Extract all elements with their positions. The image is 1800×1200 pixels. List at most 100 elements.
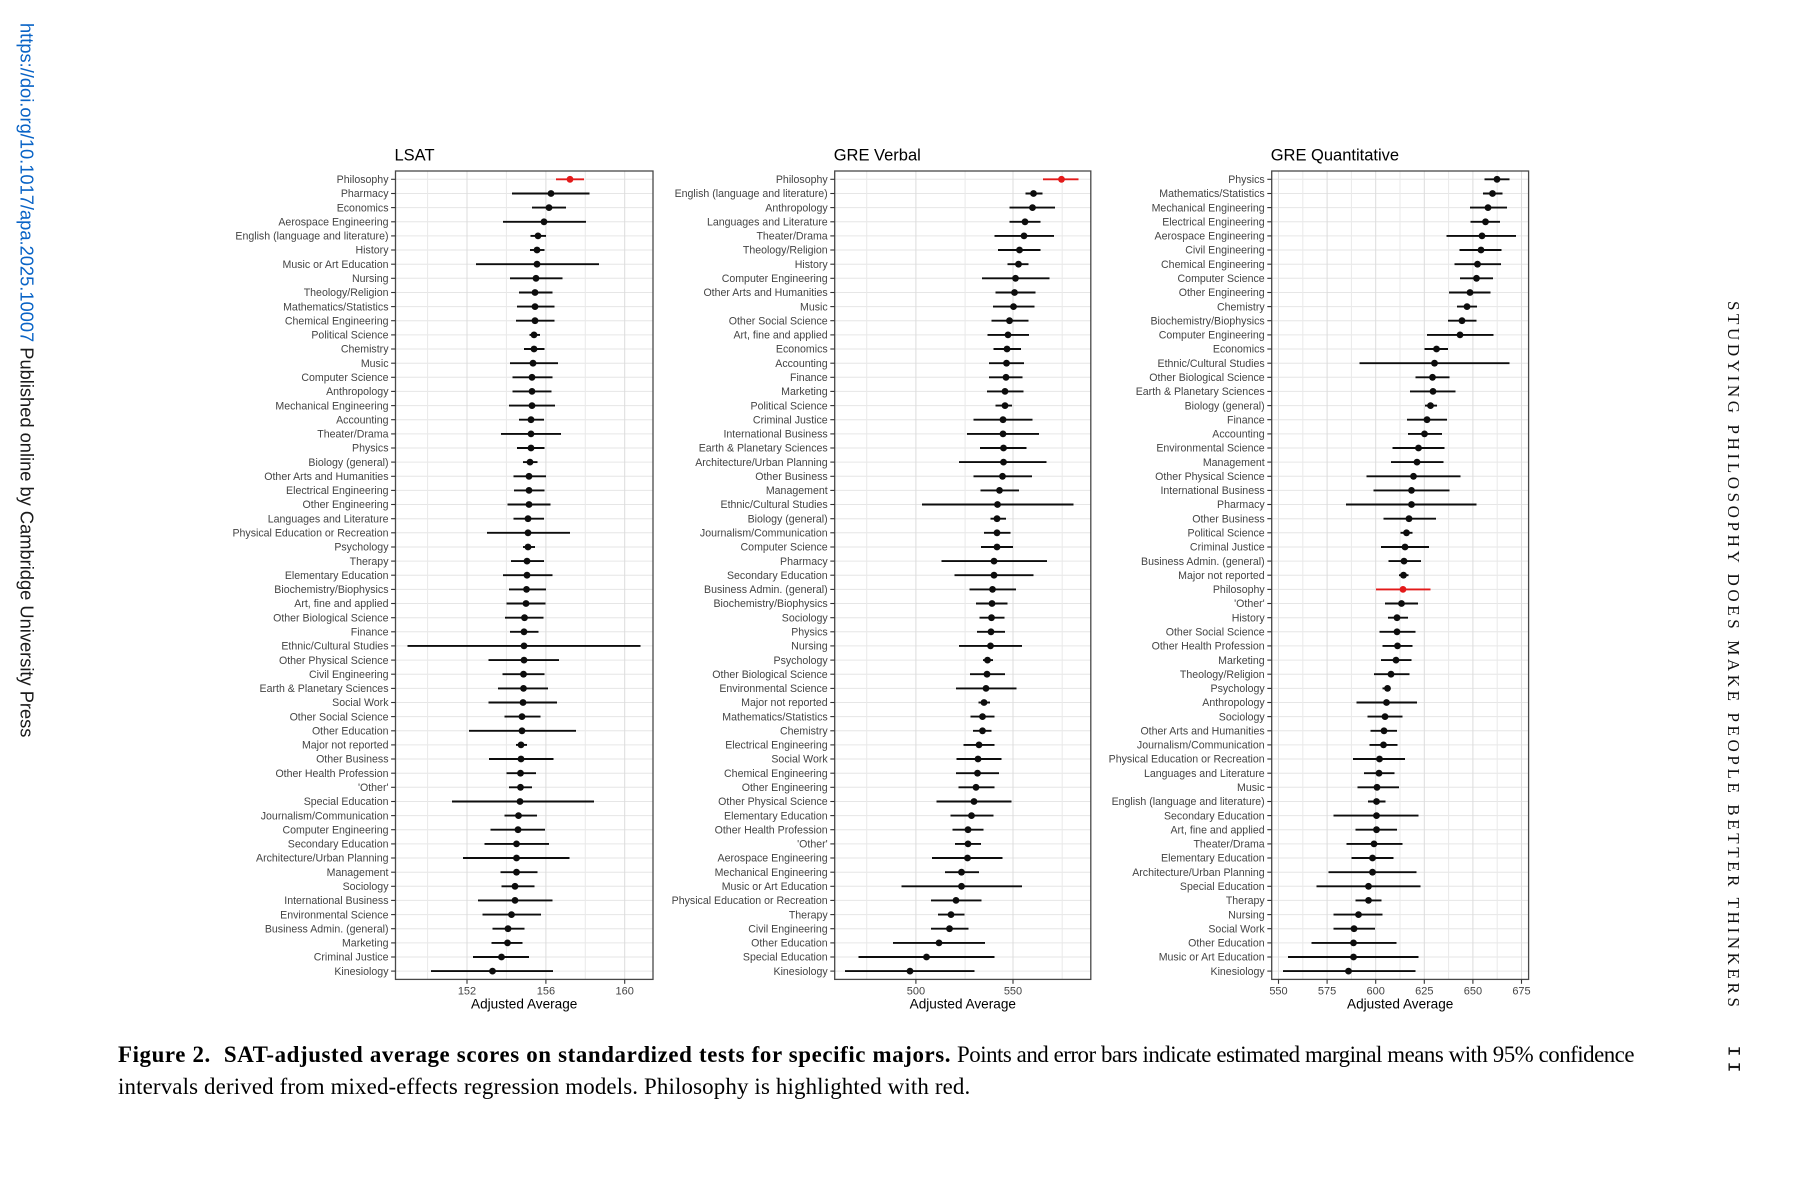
svg-text:GRE Quantitative: GRE Quantitative: [1271, 147, 1399, 165]
svg-text:Other Education: Other Education: [751, 938, 828, 950]
svg-text:Business Admin. (general): Business Admin. (general): [265, 923, 389, 935]
svg-text:Civil Engineering: Civil Engineering: [748, 923, 828, 935]
svg-text:Management: Management: [1203, 457, 1265, 469]
svg-text:Philosophy: Philosophy: [337, 174, 390, 186]
svg-text:Sociology: Sociology: [343, 881, 390, 893]
svg-text:Other Health Profession: Other Health Profession: [1152, 641, 1265, 653]
svg-text:English (language and literatu: English (language and literature): [1112, 796, 1265, 808]
svg-text:Computer Engineering: Computer Engineering: [283, 824, 389, 836]
svg-text:Secondary Education: Secondary Education: [288, 839, 389, 851]
svg-text:Nursing: Nursing: [1228, 909, 1265, 921]
svg-text:Journalism/Communication: Journalism/Communication: [1137, 740, 1265, 752]
svg-text:Other Biological Science: Other Biological Science: [712, 669, 828, 681]
svg-text:Biochemistry/Biophysics: Biochemistry/Biophysics: [274, 584, 388, 596]
svg-text:550: 550: [1004, 986, 1022, 998]
svg-text:Theology/Religion: Theology/Religion: [743, 245, 828, 257]
svg-text:Environmental Science: Environmental Science: [1156, 443, 1264, 455]
svg-text:Major not reported: Major not reported: [741, 697, 828, 709]
svg-text:Theology/Religion: Theology/Religion: [304, 287, 389, 299]
svg-text:500: 500: [907, 986, 925, 998]
svg-text:Special Education: Special Education: [1180, 881, 1265, 893]
svg-text:Elementary Education: Elementary Education: [285, 570, 389, 582]
svg-text:Music or Art Education: Music or Art Education: [1159, 952, 1265, 964]
svg-text:575: 575: [1318, 986, 1336, 998]
svg-text:Electrical Engineering: Electrical Engineering: [286, 485, 389, 497]
svg-text:Finance: Finance: [1227, 414, 1265, 426]
svg-text:Finance: Finance: [351, 627, 389, 639]
svg-text:Criminal Justice: Criminal Justice: [314, 952, 389, 964]
svg-text:Social Work: Social Work: [1208, 923, 1265, 935]
svg-text:Theater/Drama: Theater/Drama: [317, 429, 388, 441]
svg-text:Other Arts and Humanities: Other Arts and Humanities: [1140, 726, 1264, 738]
svg-text:Elementary Education: Elementary Education: [724, 810, 828, 822]
svg-text:GRE Verbal: GRE Verbal: [834, 147, 921, 165]
svg-text:Mechanical Engineering: Mechanical Engineering: [1152, 202, 1265, 214]
svg-text:Mechanical Engineering: Mechanical Engineering: [275, 400, 388, 412]
svg-text:Chemistry: Chemistry: [341, 344, 389, 356]
svg-text:Languages and Literature: Languages and Literature: [1144, 768, 1265, 780]
svg-text:Therapy: Therapy: [350, 556, 390, 568]
svg-text:Mathematics/Statistics: Mathematics/Statistics: [283, 301, 388, 313]
svg-text:Aerospace Engineering: Aerospace Engineering: [718, 853, 828, 865]
svg-text:550: 550: [1269, 986, 1287, 998]
svg-text:Elementary Education: Elementary Education: [1161, 853, 1265, 865]
svg-text:Business Admin. (general): Business Admin. (general): [704, 584, 828, 596]
svg-text:Environmental Science: Environmental Science: [280, 909, 388, 921]
svg-text:Kinesiology: Kinesiology: [334, 966, 389, 978]
svg-text:Anthropology: Anthropology: [326, 386, 389, 398]
svg-text:Other Physical Science: Other Physical Science: [718, 796, 828, 808]
svg-text:English (language and literatu: English (language and literature): [235, 231, 388, 243]
svg-text:Political Science: Political Science: [751, 400, 828, 412]
svg-text:152: 152: [458, 986, 476, 998]
svg-text:Aerospace Engineering: Aerospace Engineering: [1155, 231, 1265, 243]
svg-text:Economics: Economics: [337, 202, 389, 214]
svg-text:Management: Management: [766, 485, 828, 497]
svg-text:Architecture/Urban Planning: Architecture/Urban Planning: [256, 853, 389, 865]
svg-text:Computer Engineering: Computer Engineering: [1159, 330, 1265, 342]
svg-text:Aerospace Engineering: Aerospace Engineering: [278, 217, 388, 229]
svg-text:Pharmacy: Pharmacy: [341, 188, 389, 200]
svg-text:Marketing: Marketing: [342, 938, 389, 950]
svg-text:Architecture/Urban Planning: Architecture/Urban Planning: [695, 457, 828, 469]
svg-text:International Business: International Business: [723, 429, 827, 441]
svg-text:Biochemistry/Biophysics: Biochemistry/Biophysics: [1150, 315, 1264, 327]
svg-text:Journalism/Communication: Journalism/Communication: [700, 528, 828, 540]
svg-text:Anthropology: Anthropology: [765, 202, 828, 214]
svg-text:Biology (general): Biology (general): [748, 513, 828, 525]
svg-text:Other Social Science: Other Social Science: [290, 711, 389, 723]
svg-text:Electrical Engineering: Electrical Engineering: [1162, 217, 1265, 229]
svg-text:Marketing: Marketing: [1218, 655, 1265, 667]
svg-text:Ethnic/Cultural Studies: Ethnic/Cultural Studies: [281, 641, 388, 653]
svg-text:Biology (general): Biology (general): [308, 457, 388, 469]
svg-text:Biology (general): Biology (general): [1185, 400, 1265, 412]
svg-text:Art, fine and applied: Art, fine and applied: [733, 330, 827, 342]
svg-text:Accounting: Accounting: [775, 358, 828, 370]
svg-text:Mathematics/Statistics: Mathematics/Statistics: [722, 711, 827, 723]
svg-text:Music: Music: [800, 301, 828, 313]
svg-text:Architecture/Urban Planning: Architecture/Urban Planning: [1132, 867, 1265, 879]
svg-text:Kinesiology: Kinesiology: [774, 966, 829, 978]
svg-text:Ethnic/Cultural Studies: Ethnic/Cultural Studies: [721, 499, 828, 511]
svg-text:Anthropology: Anthropology: [1202, 697, 1265, 709]
svg-text:Accounting: Accounting: [1212, 429, 1265, 441]
svg-text:Other Health Profession: Other Health Profession: [715, 824, 828, 836]
svg-text:Physical Education or Recreati: Physical Education or Recreation: [672, 895, 828, 907]
svg-text:Social Work: Social Work: [332, 697, 389, 709]
svg-text:650: 650: [1464, 986, 1482, 998]
svg-text:Music or Art Education: Music or Art Education: [283, 259, 389, 271]
svg-text:History: History: [356, 245, 390, 257]
svg-text:Environmental Science: Environmental Science: [719, 683, 827, 695]
svg-text:156: 156: [537, 986, 555, 998]
svg-text:Other Biological Science: Other Biological Science: [1149, 372, 1265, 384]
svg-text:Art, fine and applied: Art, fine and applied: [1170, 824, 1264, 836]
svg-text:Journalism/Communication: Journalism/Communication: [261, 810, 389, 822]
svg-text:Major not reported: Major not reported: [1178, 570, 1265, 582]
svg-text:Other Biological Science: Other Biological Science: [273, 612, 389, 624]
svg-text:Other Health Profession: Other Health Profession: [275, 768, 388, 780]
svg-text:Mathematics/Statistics: Mathematics/Statistics: [1159, 188, 1264, 200]
svg-text:Earth & Planetary Sciences: Earth & Planetary Sciences: [1136, 386, 1265, 398]
svg-text:Therapy: Therapy: [1226, 895, 1266, 907]
svg-text:Secondary Education: Secondary Education: [727, 570, 828, 582]
svg-text:Other Social Science: Other Social Science: [729, 315, 828, 327]
svg-text:Psychology: Psychology: [334, 542, 389, 554]
